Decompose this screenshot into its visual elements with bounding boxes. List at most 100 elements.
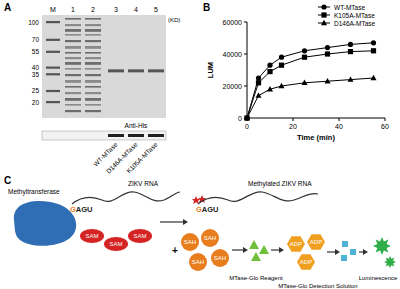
legend-marker: [321, 4, 326, 9]
lysate-band: [85, 34, 101, 36]
data-point: [267, 69, 272, 74]
blot-band: [108, 134, 124, 137]
lysate-band: [65, 110, 81, 112]
y-tick-label: 20000: [223, 83, 243, 90]
y-axis: [247, 22, 248, 118]
lysate-band: [85, 86, 101, 88]
lysate-band: [85, 74, 101, 76]
sah-label: SAH: [184, 239, 196, 245]
lane-label: 3: [114, 6, 118, 13]
x-tick-label: 0: [245, 123, 249, 130]
lane-label: M: [50, 6, 56, 13]
blot-strip: [42, 131, 166, 140]
lysate-band: [65, 40, 81, 42]
data-point: [348, 76, 354, 81]
lysate-band: [85, 110, 101, 112]
product-label: Methylated ZIKV RNA: [248, 180, 312, 188]
ladder-band: [46, 90, 60, 92]
sample-label: K105A-MTase: [125, 140, 159, 174]
data-point: [348, 42, 353, 47]
legend-label: D146A-MTase: [334, 20, 376, 27]
x-tick: [293, 118, 294, 121]
lysate-band: [85, 18, 101, 20]
lysate-band: [85, 68, 101, 70]
lysate-band: [85, 46, 101, 49]
lysate-band: [65, 92, 81, 94]
marker-size-label: 20: [32, 99, 40, 106]
signal-label: Luminescence: [359, 275, 398, 281]
data-point: [371, 75, 377, 80]
data-point: [256, 80, 261, 85]
adp-label: ADP: [310, 239, 322, 245]
data-point: [325, 51, 330, 56]
data-point: [371, 40, 376, 45]
ladder-band: [46, 51, 60, 53]
lysate-band: [65, 80, 81, 83]
lysate-band: [65, 86, 81, 88]
lysate-band: [65, 57, 81, 59]
y-tick-label: 0: [238, 115, 242, 122]
data-point: [279, 83, 285, 88]
lysate-band: [65, 46, 81, 49]
y-tick-label: 60000: [223, 19, 243, 26]
series-line: [247, 51, 374, 118]
legend: WT-MTaseK105A-MTaseD146A-MTase: [318, 4, 376, 27]
ladder-band: [46, 73, 60, 75]
rna-strand: [198, 192, 318, 204]
sah-label: SAH: [192, 259, 204, 265]
data-point: [256, 92, 262, 97]
ladder-band: [46, 101, 60, 103]
luminescence-shape: [373, 237, 391, 255]
blot-band: [148, 134, 164, 137]
x-tick-label: 60: [381, 123, 389, 130]
lane-label: 1: [71, 6, 75, 13]
lysate-band: [65, 68, 81, 70]
panel-label: C: [4, 175, 11, 186]
detection-shape: [342, 241, 348, 247]
lysate-band: [85, 104, 101, 106]
detection-shape: [341, 255, 347, 261]
data-point: [244, 115, 249, 120]
detection-label: MTase-Glo Detection Solution: [278, 283, 357, 289]
sah-shape: [201, 229, 219, 247]
luminescence-shape: [384, 256, 396, 268]
marker-size-label: 70: [32, 36, 40, 43]
y-tick-label: 40000: [223, 51, 243, 58]
motif: GAGU: [70, 205, 93, 214]
legend-marker: [321, 12, 326, 17]
arrow-head: [243, 247, 248, 253]
y-axis-label: LUM: [206, 62, 215, 78]
sam-shape: [128, 229, 152, 243]
lysate-band: [85, 92, 101, 94]
marker-size-label: 35: [32, 71, 40, 78]
arrow-head: [183, 219, 188, 225]
data-point: [302, 48, 307, 53]
x-tick: [339, 118, 340, 121]
motif-rest: AGU: [202, 205, 219, 214]
protein-band: [148, 69, 164, 72]
data-point: [279, 55, 284, 60]
lysate-band: [85, 29, 101, 32]
ladder-band: [46, 39, 60, 41]
detection-shape: [350, 249, 356, 255]
sam-shape: [104, 237, 128, 251]
plus-sign: +: [172, 245, 178, 256]
sam-shape: [80, 229, 104, 243]
motif-rest: AGU: [76, 205, 93, 214]
marker-size-label: 25: [32, 87, 40, 94]
lane-label: 4: [134, 6, 138, 13]
legend-label: K105A-MTase: [334, 12, 375, 19]
lysate-band: [85, 52, 101, 54]
arrow-head: [279, 247, 284, 253]
protein-band: [108, 69, 124, 72]
reagent-shape: [259, 245, 269, 254]
lysate-band: [65, 98, 81, 101]
x-axis: [247, 118, 385, 119]
lysate-band: [85, 62, 101, 65]
reagent-label: MTase-Glo Reagent: [229, 275, 283, 281]
lysate-band: [85, 40, 101, 42]
sah-shape: [181, 233, 199, 251]
reagent-shape: [249, 240, 259, 249]
adp-shape: [307, 234, 325, 250]
adp-shape: [287, 236, 305, 252]
